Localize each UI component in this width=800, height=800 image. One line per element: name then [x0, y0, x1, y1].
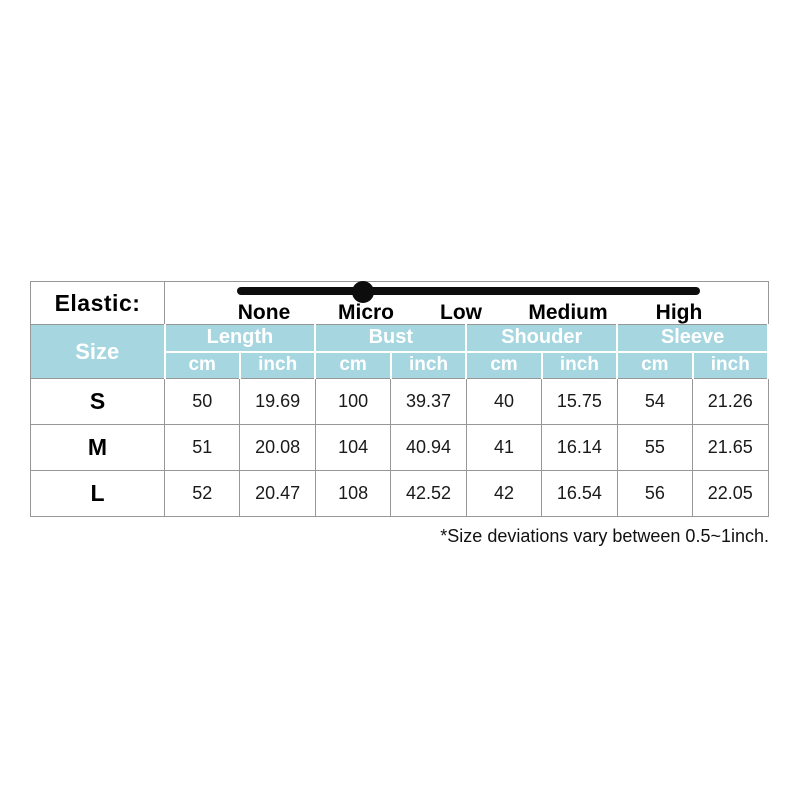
- unit-header: cm: [616, 350, 694, 379]
- elastic-slider-dot-icon: [352, 281, 374, 303]
- measurement-cell: 16.14: [541, 424, 618, 471]
- group-header-sleeve: Sleeve: [616, 324, 769, 353]
- measurement-cell: 52: [163, 470, 241, 517]
- unit-header: cm: [314, 350, 392, 379]
- unit-header: inch: [389, 350, 468, 379]
- measurement-cell: 50: [163, 378, 241, 425]
- elastic-slider-bar: [237, 287, 700, 295]
- measurement-cell: 41: [465, 424, 543, 471]
- elastic-row: Elastic: None Micro Low Medium High: [30, 281, 769, 325]
- measurement-cell: 42: [465, 470, 543, 517]
- measurement-cell: 21.26: [692, 378, 769, 425]
- size-chart: Elastic: None Micro Low Medium High: [30, 281, 770, 547]
- measurement-cell: 40.94: [390, 424, 467, 471]
- elastic-level-micro: Micro: [337, 301, 395, 324]
- measurement-cell: 39.37: [390, 378, 467, 425]
- size-letter: M: [30, 424, 165, 471]
- size-header-cell: Size: [30, 324, 166, 379]
- measurement-cell: 51: [163, 424, 241, 471]
- group-header-row: Size Length Bust Shouder Sleeve: [30, 324, 769, 379]
- unit-header: inch: [691, 350, 770, 379]
- unit-header: cm: [465, 350, 543, 379]
- measurement-cell: 15.75: [541, 378, 618, 425]
- elastic-level-none: None: [237, 301, 291, 324]
- unit-header-row: cm inch cm inch cm inch cm inch: [31, 350, 770, 379]
- elastic-level-low: Low: [440, 301, 482, 324]
- measurement-cell: 22.05: [692, 470, 769, 517]
- measurement-cell: 54: [616, 378, 694, 425]
- unit-header: inch: [540, 350, 619, 379]
- measurement-cell: 42.52: [390, 470, 467, 517]
- measurement-cell: 55: [616, 424, 694, 471]
- measurement-cell: 16.54: [541, 470, 618, 517]
- size-letter: L: [30, 470, 165, 517]
- size-letter: S: [30, 378, 165, 425]
- measurement-cell: 100: [314, 378, 392, 425]
- measurement-cell: 19.69: [239, 378, 316, 425]
- table-row-s: S 50 19.69 100 39.37 40 15.75 54 21.26: [30, 378, 769, 425]
- elastic-level-medium: Medium: [528, 301, 608, 324]
- elastic-level-high: High: [655, 301, 703, 324]
- elastic-scale-cell: None Micro Low Medium High: [164, 281, 769, 325]
- group-header-bust: Bust: [314, 324, 468, 353]
- elastic-slider: None Micro Low Medium High: [165, 281, 768, 324]
- table-row-m: M 51 20.08 104 40.94 41 16.14 55 21.65: [30, 424, 769, 471]
- measurement-cell: 40: [465, 378, 543, 425]
- unit-header: inch: [238, 350, 317, 379]
- elastic-label: Elastic:: [30, 281, 165, 325]
- measurement-cell: 20.47: [239, 470, 316, 517]
- group-header-length: Length: [163, 324, 317, 353]
- unit-header: cm: [163, 350, 241, 379]
- measurement-cell: 21.65: [692, 424, 769, 471]
- size-deviation-note: *Size deviations vary between 0.5~1inch.: [440, 526, 769, 546]
- measurement-cell: 108: [314, 470, 392, 517]
- table-row-l: L 52 20.47 108 42.52 42 16.54 56 22.05: [30, 470, 769, 517]
- group-header-shouder: Shouder: [465, 324, 619, 353]
- measurement-cell: 56: [616, 470, 694, 517]
- size-table: Elastic: None Micro Low Medium High: [30, 281, 770, 517]
- measurement-cell: 104: [314, 424, 392, 471]
- measurement-cell: 20.08: [239, 424, 316, 471]
